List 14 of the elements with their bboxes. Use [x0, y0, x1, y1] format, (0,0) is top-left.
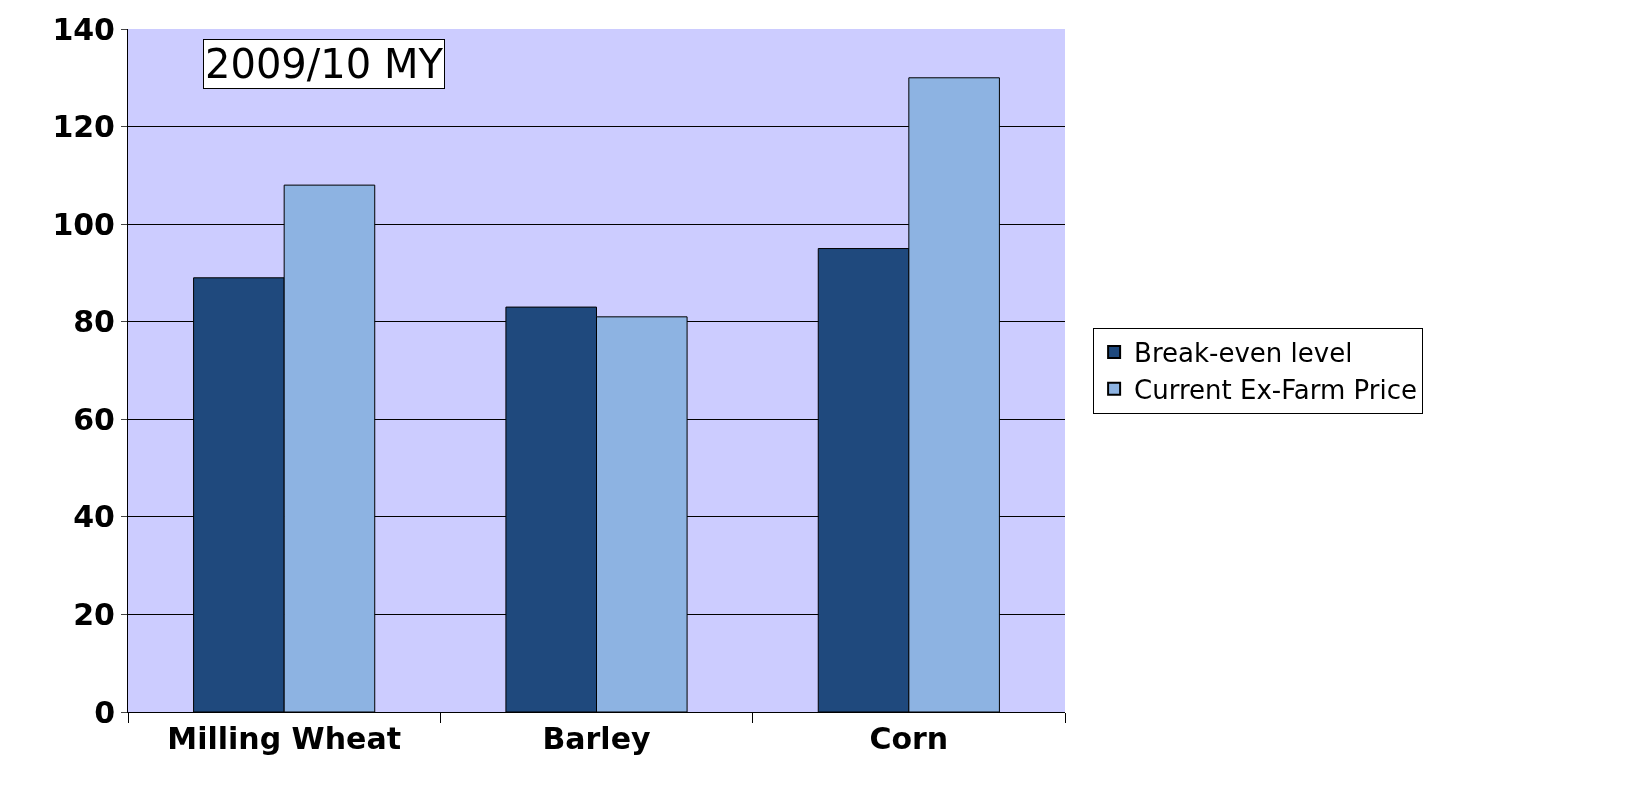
y-tick-label: 80 — [73, 304, 115, 340]
y-tick-label: 60 — [73, 401, 115, 437]
legend-label: Break-even level — [1134, 338, 1353, 369]
y-tick-label: 100 — [52, 206, 115, 242]
y-tick-label: 140 — [52, 11, 115, 47]
x-tick-label: Milling Wheat — [167, 721, 401, 756]
y-tick-label: 20 — [73, 596, 115, 632]
y-tick-label: 40 — [73, 499, 115, 535]
y-tick-label: 0 — [94, 694, 115, 730]
x-tick-label: Barley — [542, 721, 651, 756]
annotation: 2009/10 MY — [205, 41, 444, 87]
legend-label: Current Ex-Farm Price — [1134, 374, 1417, 405]
y-tick-label: 120 — [52, 109, 115, 145]
x-tick-label: Corn — [869, 721, 949, 756]
